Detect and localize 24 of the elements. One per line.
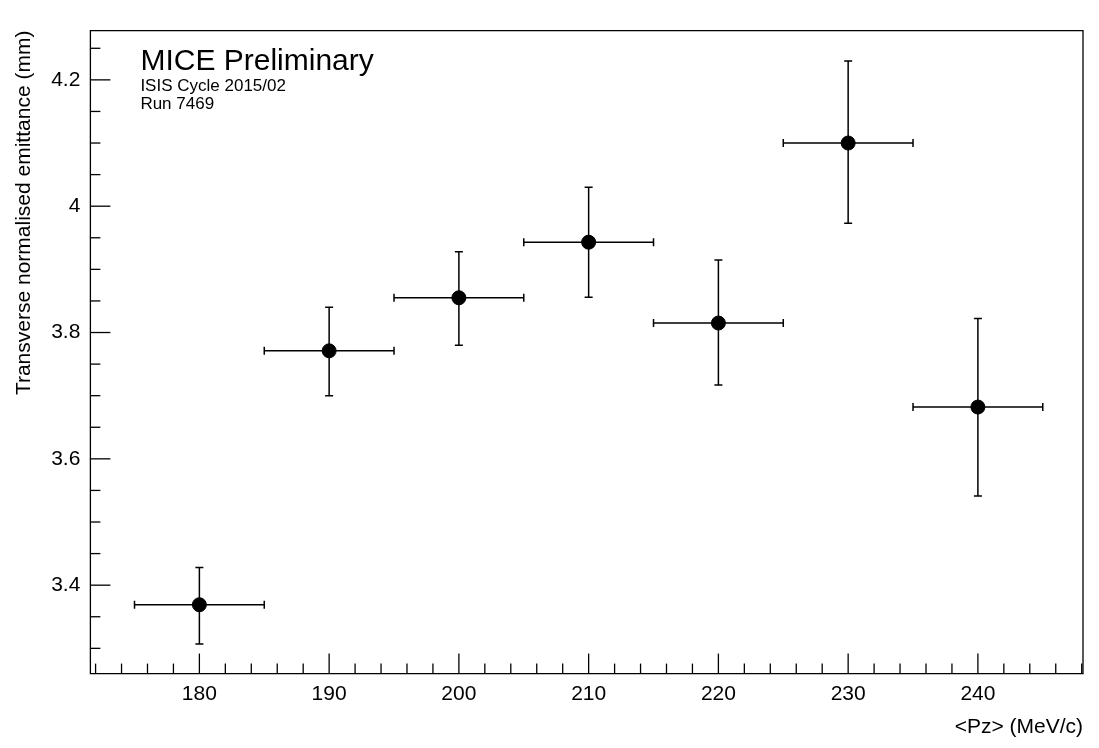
y-tick-label: 4 — [68, 192, 81, 216]
point — [451, 290, 467, 306]
point — [970, 399, 986, 415]
x-tick-label: 180 — [181, 681, 217, 704]
x-tick-label: 240 — [960, 681, 996, 704]
annotation: MICE Preliminary — [140, 42, 374, 76]
y-tick-label: 3.4 — [51, 571, 81, 595]
x-tick-label: 210 — [571, 681, 607, 704]
point — [840, 135, 856, 151]
point — [581, 234, 597, 250]
point — [191, 597, 207, 613]
x-tick-label: 220 — [700, 681, 736, 704]
point — [710, 315, 726, 331]
point — [321, 343, 337, 359]
y-axis-title: Transverse normalised emittance (mm) — [11, 30, 35, 396]
annotation: ISIS Cycle 2015/02 — [140, 75, 286, 95]
y-tick-label: 3.8 — [51, 319, 81, 343]
x-tick-label: 200 — [441, 681, 477, 704]
annotation: Run 7469 — [140, 93, 215, 113]
y-tick-label: 4.2 — [51, 66, 81, 90]
x-tick-label: 190 — [311, 681, 347, 704]
x-tick-label: 230 — [830, 681, 866, 704]
y-tick-label: 3.6 — [51, 445, 81, 469]
x-axis-title: <Pz> (MeV/c) — [954, 714, 1083, 738]
